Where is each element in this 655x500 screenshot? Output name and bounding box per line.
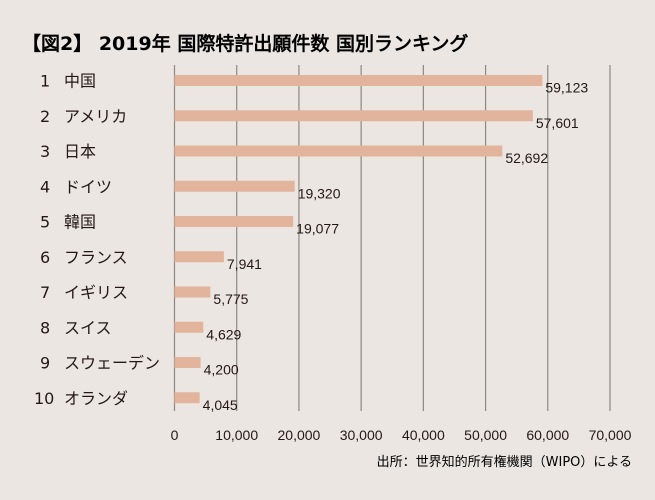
source-note: 出所：世界知的所有権機関（WIPO）による (377, 454, 632, 470)
chart-title: 【図2】 2019年 国際特許出願件数 国別ランキング (22, 32, 468, 55)
x-tick-label: 70,000 (589, 427, 632, 443)
data-label: 4,200 (204, 362, 239, 378)
data-label: 19,077 (296, 221, 339, 237)
bar (174, 357, 201, 368)
category-label: 中国 (64, 72, 96, 91)
x-tick-label: 30,000 (340, 427, 383, 443)
bar (174, 180, 295, 192)
data-label: 5,775 (213, 291, 248, 307)
category-label: スウェーデン (64, 354, 160, 373)
rank-label: 7 (40, 283, 50, 302)
rank-label: 2 (40, 107, 50, 126)
x-tick-label: 20,000 (278, 427, 321, 443)
x-tick-label: 60,000 (526, 427, 569, 443)
bar (174, 321, 204, 333)
data-label: 57,601 (536, 115, 579, 131)
rank-label: 8 (40, 318, 50, 337)
data-label: 19,320 (298, 185, 341, 201)
category-label: フランス (64, 248, 128, 267)
x-tick-label: 0 (171, 427, 179, 443)
rank-label: 10 (34, 389, 54, 408)
bar (174, 216, 294, 227)
rank-label: 1 (40, 72, 50, 91)
bar (174, 251, 224, 263)
category-label: イギリス (64, 283, 128, 302)
rank-label: 6 (40, 248, 50, 267)
bar (174, 145, 503, 157)
bars: 59,123 57,601 52,692 19,320 19,077 7,941 5,775… (174, 75, 588, 413)
x-axis-ticks: 0 10,000 20,000 30,000 40,000 50,000 60,000 70,… (171, 427, 632, 443)
category-label: 韓国 (64, 213, 96, 232)
rank-label: 9 (40, 354, 50, 373)
rank-label: 3 (40, 142, 50, 161)
data-label: 52,692 (505, 150, 548, 166)
bar (174, 110, 533, 122)
grid-lines (173, 65, 611, 411)
x-tick-label: 10,000 (215, 427, 258, 443)
rank-label: 5 (40, 213, 50, 232)
data-label: 59,123 (545, 80, 588, 96)
category-label: 日本 (64, 142, 96, 161)
data-label: 7,941 (227, 256, 262, 272)
data-label: 4,629 (206, 326, 241, 342)
x-tick-label: 40,000 (402, 427, 445, 443)
bar (174, 75, 543, 86)
category-label: アメリカ (64, 107, 127, 126)
category-label: ドイツ (64, 177, 112, 196)
category-label: スイス (64, 318, 112, 337)
rank-label: 4 (40, 177, 50, 196)
x-tick-label: 50,000 (464, 427, 507, 443)
bar (174, 286, 211, 298)
data-label: 4,045 (203, 397, 238, 413)
category-labels: 1 中国 2 アメリカ 3 日本 4 ドイツ 5 韓国 6 フランス 7 イギリス 8 スイス 9 スウェーデン 1… (34, 72, 160, 408)
bar (174, 392, 200, 404)
category-label: オランダ (64, 389, 128, 408)
